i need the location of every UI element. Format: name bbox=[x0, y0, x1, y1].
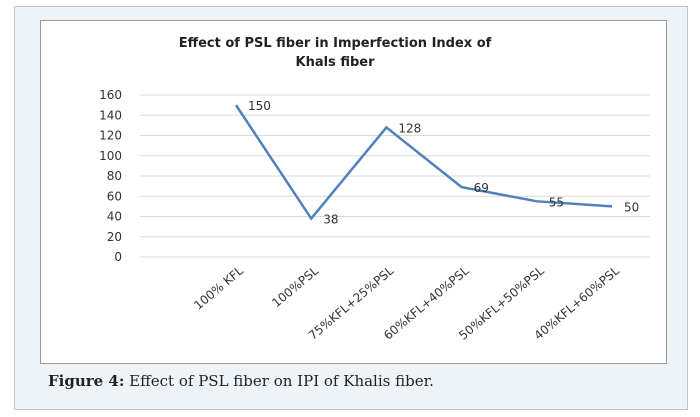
y-tick-label: 120 bbox=[99, 129, 122, 143]
y-tick-label: 80 bbox=[107, 169, 122, 183]
y-tick-label: 20 bbox=[107, 230, 122, 244]
caption: Figure 4: Effect of PSL fiber on IPI of … bbox=[48, 372, 434, 390]
chart-title: Effect of PSL fiber in Imperfection Inde… bbox=[178, 36, 492, 70]
y-tick-label: 40 bbox=[107, 210, 122, 224]
data-label: 50 bbox=[624, 200, 639, 214]
y-tick-label: 100 bbox=[99, 149, 122, 163]
data-label: 69 bbox=[474, 181, 489, 195]
caption-label: Figure 4: bbox=[48, 372, 125, 390]
data-label: 150 bbox=[248, 99, 271, 113]
data-label: 128 bbox=[398, 121, 421, 135]
x-tick-label: 100% KFL bbox=[191, 263, 246, 312]
data-line bbox=[234, 104, 613, 221]
data-label: 55 bbox=[549, 195, 564, 209]
y-tick-label: 60 bbox=[107, 189, 122, 203]
y-tick-label: 140 bbox=[99, 108, 122, 122]
data-label: 38 bbox=[323, 213, 338, 227]
caption-text: Effect of PSL fiber on IPI of Khalis fib… bbox=[129, 372, 434, 390]
x-tick-label: 100%PSL bbox=[269, 263, 321, 310]
chart-box bbox=[40, 20, 667, 364]
y-tick-label: 0 bbox=[114, 250, 122, 264]
y-tick-label: 160 bbox=[99, 88, 122, 102]
